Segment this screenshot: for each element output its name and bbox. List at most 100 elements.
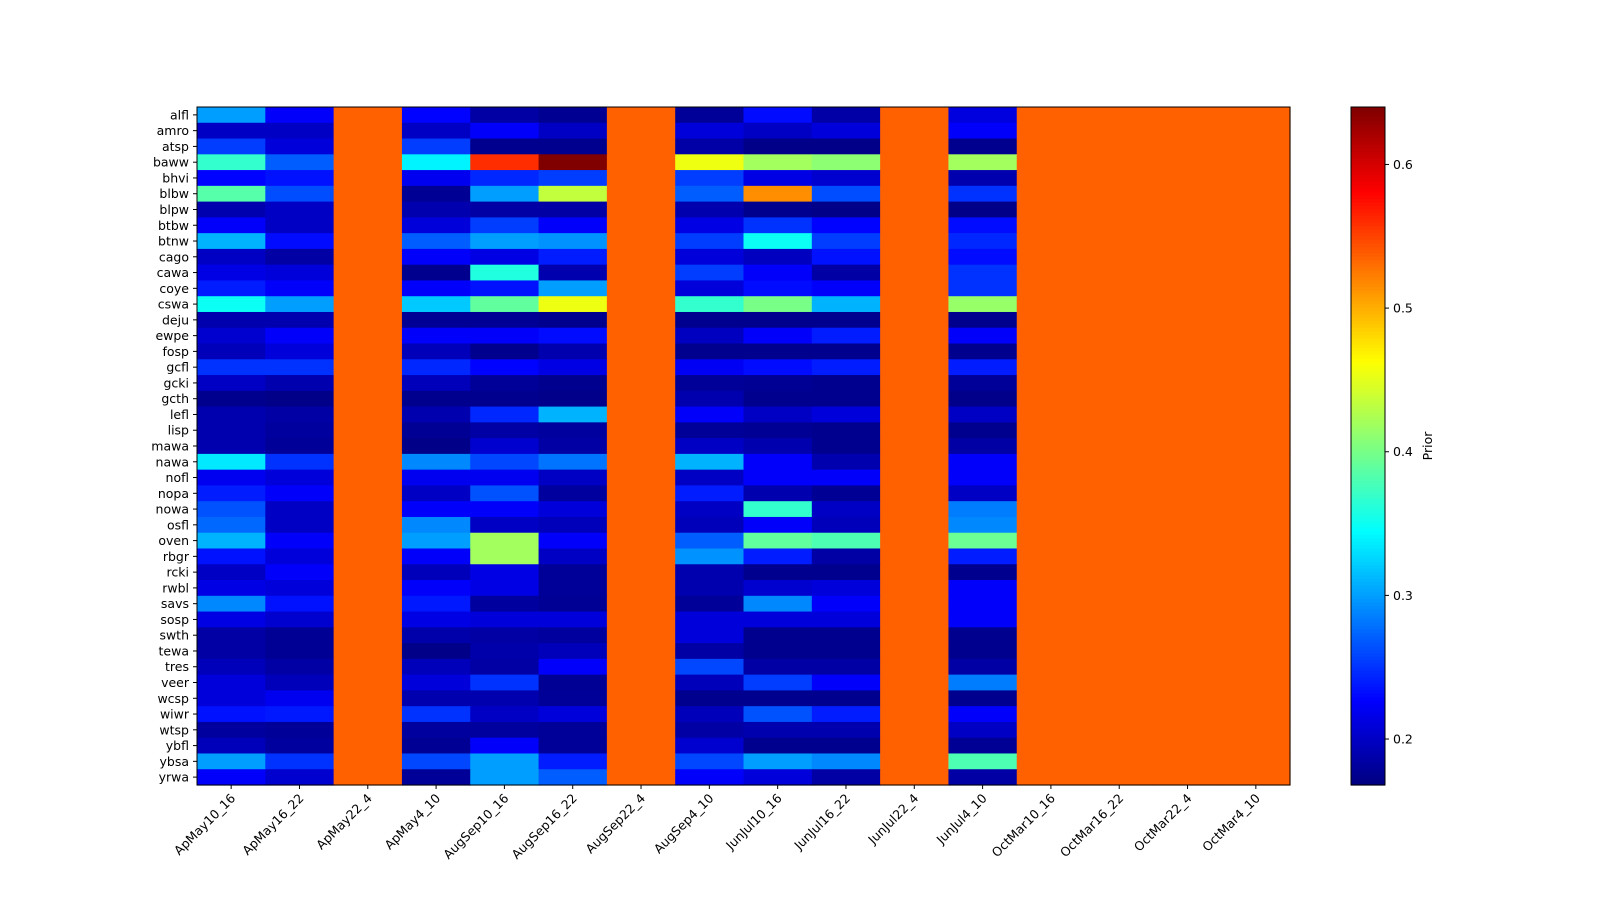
heatmap-cell: [538, 737, 608, 755]
colorbar-segment: [1351, 364, 1385, 369]
colorbar-segment: [1351, 744, 1385, 749]
heatmap-cell: [265, 485, 335, 502]
heatmap-cell: [606, 753, 676, 770]
heatmap-cell: [880, 532, 950, 550]
heatmap-cell: [1016, 438, 1086, 455]
heatmap-cell: [1221, 311, 1291, 329]
heatmap-cell: [606, 643, 676, 660]
heatmap-cell: [470, 627, 540, 644]
heatmap-cell: [1085, 501, 1154, 518]
row-label: rwbl: [162, 580, 189, 595]
heatmap-cell: [948, 217, 1018, 234]
heatmap-cell: [675, 233, 745, 250]
heatmap-cell: [880, 438, 950, 455]
heatmap-cell: [538, 658, 608, 676]
heatmap-cell: [197, 690, 266, 707]
colorbar-segment: [1351, 157, 1385, 162]
colorbar-segment: [1351, 425, 1385, 430]
heatmap-cell: [675, 248, 745, 266]
heatmap-cell: [197, 532, 266, 550]
heatmap-cell: [948, 564, 1018, 581]
heatmap-cell: [538, 138, 608, 155]
heatmap-cell: [1085, 485, 1154, 502]
heatmap-cell: [743, 422, 813, 439]
heatmap-cell: [265, 706, 335, 723]
colorbar-segment: [1351, 259, 1385, 264]
heatmap-cell: [470, 280, 540, 297]
heatmap-cell: [538, 280, 608, 297]
heatmap-cell: [265, 390, 335, 408]
colorbar-segment: [1351, 432, 1385, 437]
heatmap-cell: [265, 359, 335, 376]
row-label: wcsp: [157, 691, 189, 706]
heatmap-cell: [265, 233, 335, 250]
heatmap-cell: [743, 375, 813, 392]
heatmap-cell: [880, 595, 950, 613]
heatmap-cell: [880, 453, 950, 471]
heatmap-cell: [333, 532, 403, 550]
heatmap-cell: [197, 375, 266, 392]
heatmap-cell: [1016, 516, 1086, 534]
colorbar-segment: [1351, 273, 1385, 278]
heatmap-cell: [606, 469, 676, 487]
heatmap-cell: [948, 406, 1018, 423]
row-label: tres: [165, 659, 189, 674]
heatmap-cell: [333, 185, 403, 203]
column-label: AugSep22_4: [582, 790, 648, 856]
heatmap-cell: [880, 658, 950, 676]
heatmap-cell: [197, 201, 266, 218]
heatmap-cell: [197, 501, 266, 518]
heatmap-cell: [880, 564, 950, 581]
colorbar-segment: [1351, 781, 1385, 786]
colorbar-segment: [1351, 310, 1385, 315]
heatmap-cell: [265, 516, 335, 534]
heatmap-cell: [401, 532, 471, 550]
colorbar-segment: [1351, 612, 1385, 617]
colorbar-segment: [1351, 296, 1385, 301]
heatmap-cell: [1016, 564, 1086, 581]
heatmap-cell: [1153, 217, 1223, 234]
heatmap-cell: [1085, 690, 1154, 707]
heatmap-cell: [538, 248, 608, 266]
heatmap-cell: [333, 611, 403, 628]
heatmap-cell: [1016, 170, 1086, 187]
heatmap-cell: [333, 280, 403, 297]
heatmap-cell: [333, 769, 403, 786]
column-label: ApMay10_16: [171, 790, 238, 857]
heatmap-cell: [948, 107, 1018, 124]
heatmap-cell: [333, 595, 403, 613]
heatmap-cell: [401, 769, 471, 786]
heatmap-cell: [811, 422, 881, 439]
heatmap-cell: [675, 122, 745, 140]
heatmap-cell: [470, 311, 540, 329]
heatmap-cell: [880, 359, 950, 376]
heatmap-cell: [811, 753, 881, 770]
colorbar-segment: [1351, 286, 1385, 291]
heatmap-cell: [948, 501, 1018, 518]
colorbar-segment: [1351, 293, 1385, 298]
colorbar-segment: [1351, 632, 1385, 637]
colorbar-segment: [1351, 486, 1385, 491]
heatmap-cell: [265, 674, 335, 691]
colorbar-segment: [1351, 208, 1385, 213]
heatmap-cell: [606, 737, 676, 755]
heatmap-cell: [401, 627, 471, 644]
heatmap-cell: [948, 580, 1018, 597]
heatmap-cell: [538, 233, 608, 250]
heatmap-cell: [401, 422, 471, 439]
column-label: AugSep4_10: [651, 790, 717, 856]
colorbar-segment: [1351, 371, 1385, 376]
colorbar-segment: [1351, 307, 1385, 311]
colorbar-segment: [1351, 761, 1385, 766]
heatmap-cell: [197, 453, 266, 471]
colorbar-segment: [1351, 466, 1385, 471]
heatmap-cell: [470, 138, 540, 155]
heatmap-cell: [743, 390, 813, 408]
heatmap-cell: [538, 706, 608, 723]
heatmap-cell: [1085, 674, 1154, 691]
colorbar-segment: [1351, 568, 1385, 573]
heatmap-cell: [470, 643, 540, 660]
heatmap-cell: [265, 627, 335, 644]
heatmap-cell: [538, 532, 608, 550]
colorbar-segment: [1351, 357, 1385, 362]
